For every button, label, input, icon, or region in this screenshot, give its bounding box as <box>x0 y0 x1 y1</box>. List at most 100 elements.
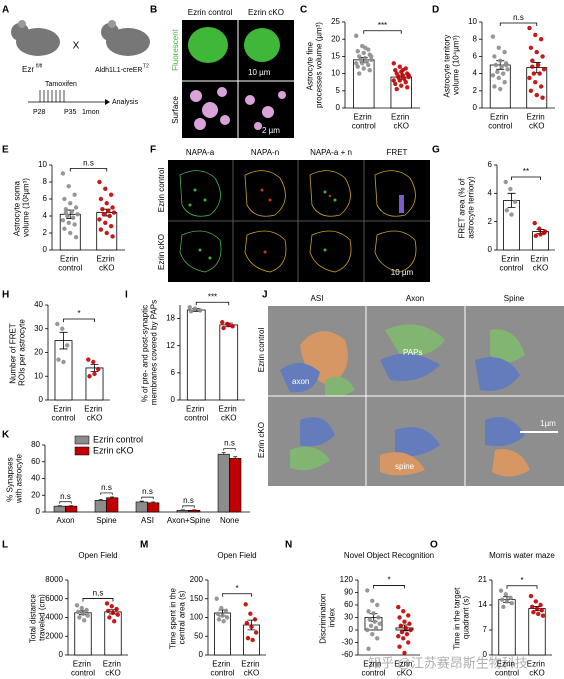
data-point <box>365 588 370 593</box>
data-point <box>192 306 198 311</box>
x-tick-label: Ezrin cKO <box>391 113 411 131</box>
watermark: 知乎 @江苏赛昂斯生物科技 <box>368 655 528 670</box>
y-axis-label: Time in the target quadrant (s) <box>453 585 471 649</box>
x-tick-label: Ezrin cKO <box>241 660 261 678</box>
data-point <box>366 646 371 651</box>
data-point <box>527 25 532 31</box>
data-point <box>372 619 377 624</box>
y-tick-label: 0 <box>349 625 354 634</box>
data-point <box>534 92 539 98</box>
data-point <box>354 61 359 66</box>
y-tick-label: 100 <box>190 613 204 622</box>
data-point <box>394 86 399 92</box>
tamoxifen: Tamoxifen <box>45 81 77 88</box>
x-tick-label: ASI <box>141 516 154 525</box>
data-point <box>504 599 510 604</box>
y-axis-label: FRET area (% of astrocyte terriory) <box>458 176 476 239</box>
y-tick-label: 8 <box>473 34 478 43</box>
data-point <box>187 305 192 310</box>
data-point <box>220 319 225 325</box>
data-point <box>243 602 248 607</box>
data-point <box>75 212 80 217</box>
error-bar <box>221 452 226 455</box>
data-point <box>503 179 508 185</box>
scale-label: 10 µm <box>391 268 414 277</box>
scale-label: 10 µm <box>248 68 271 77</box>
significance-label: n.s <box>60 492 71 501</box>
analysis: Analysis <box>112 99 139 106</box>
y-tick-label: 2000 <box>45 631 63 640</box>
data-point <box>536 62 541 68</box>
y-tick-label: 0 <box>336 103 341 112</box>
data-point <box>498 588 504 593</box>
overlays <box>280 324 530 477</box>
data-point <box>106 608 111 614</box>
data-point <box>505 67 510 72</box>
significance-bracket <box>63 318 95 322</box>
y-tick-label: 6 <box>171 368 176 377</box>
data-point <box>115 612 121 617</box>
data-point <box>500 71 506 76</box>
data-point <box>74 603 80 608</box>
y-tick-label: 10 <box>331 69 340 78</box>
data-point <box>85 613 91 618</box>
x-tick-label: Ezrin cKO <box>394 660 414 678</box>
error-bar <box>233 456 238 459</box>
data-point <box>79 605 85 611</box>
y-tick-label: 6000 <box>45 594 63 603</box>
bar <box>65 505 78 513</box>
y-tick-label: 0 <box>483 650 488 659</box>
data-point <box>376 615 381 620</box>
bar <box>219 324 239 401</box>
legend-label: Ezrin cKO <box>93 445 134 455</box>
significance-label: n.s <box>224 439 235 448</box>
data-point <box>250 637 255 643</box>
data-point <box>354 33 359 38</box>
significance-bracket <box>499 22 538 27</box>
data-point <box>538 84 544 89</box>
panel-letter: M <box>140 540 148 551</box>
data-point <box>216 617 222 622</box>
panel-letter: B <box>150 5 157 16</box>
data-point <box>496 75 501 81</box>
y-tick-label: 5 <box>336 86 341 95</box>
data-point <box>92 371 97 377</box>
data-point <box>101 212 107 217</box>
data-point <box>252 617 258 622</box>
data-point <box>73 205 79 210</box>
panel-letter: K <box>2 430 10 441</box>
data-point <box>500 597 505 602</box>
x-tick-label: Ezrin control <box>51 405 75 423</box>
data-point <box>397 64 402 69</box>
significance-bracket <box>373 585 405 589</box>
y-tick-label: 25 <box>331 17 340 26</box>
data-point <box>104 601 110 606</box>
x-tick-label: Ezrin control <box>58 255 82 273</box>
data-point <box>103 186 108 191</box>
bar <box>176 510 189 513</box>
data-point <box>375 636 380 641</box>
data-point <box>249 624 254 630</box>
data-point <box>533 80 538 85</box>
data-point <box>107 615 112 620</box>
y-axis-label: Number of FRET ROIs per astrocyte <box>9 319 27 386</box>
data-point <box>504 208 510 213</box>
panel-letter: D <box>432 5 439 16</box>
y-tick-label: 18 <box>166 314 175 323</box>
significance-bracket <box>363 30 402 34</box>
error-bar <box>151 501 156 503</box>
data-point <box>393 67 398 73</box>
bar <box>53 505 66 513</box>
bar <box>104 611 122 656</box>
row-label: Ezrin cKO <box>257 422 266 458</box>
data-point <box>533 599 538 604</box>
puncta <box>188 188 337 260</box>
surface <box>190 87 286 130</box>
data-point <box>528 593 534 599</box>
data-point <box>400 73 405 78</box>
x-tick-label: Ezrin control <box>488 113 512 131</box>
data-point <box>84 607 89 613</box>
panel-letter: O <box>430 540 438 551</box>
data-point <box>533 32 538 38</box>
data-point <box>405 85 410 90</box>
